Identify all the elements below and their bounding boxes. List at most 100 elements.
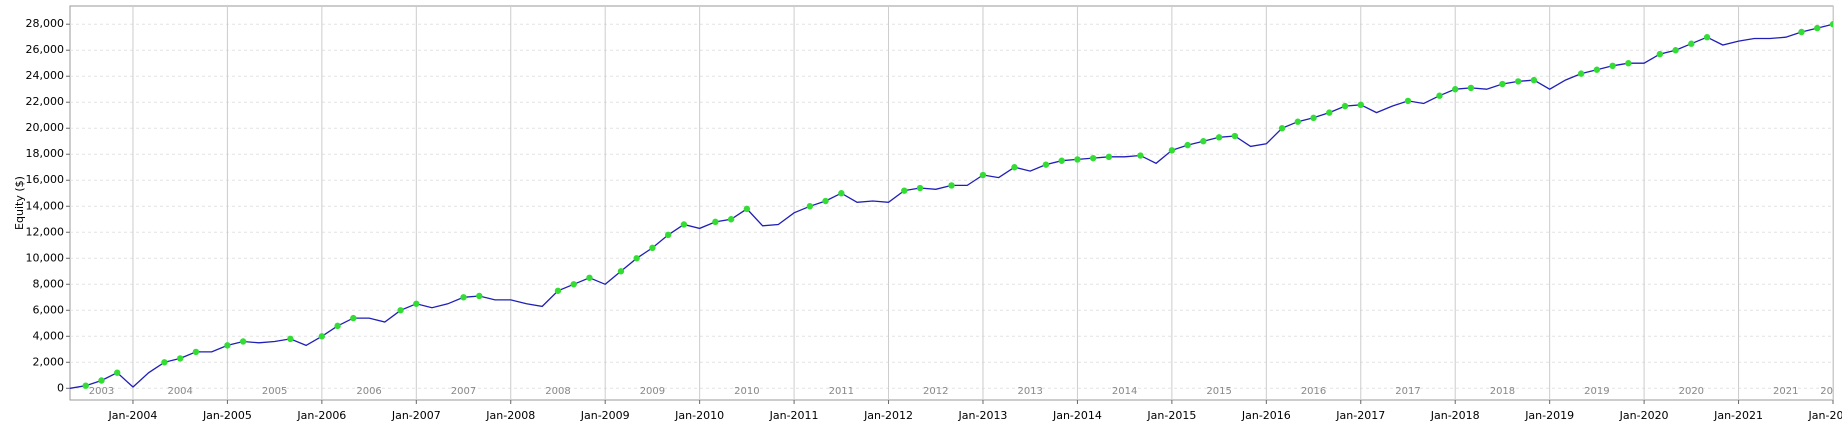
new-high-marker [1105,153,1113,161]
new-high-marker [1656,50,1664,58]
x-tick-label: Jan-2007 [391,409,441,422]
new-high-marker [743,205,751,213]
new-high-marker [1436,92,1443,99]
new-high-marker [1074,156,1081,163]
new-high-marker [1184,141,1191,149]
new-high-marker [1530,76,1538,84]
new-high-marker [979,171,987,179]
new-high-marker [1310,114,1317,122]
new-high-marker [1593,66,1601,73]
new-high-marker [1404,97,1412,105]
y-tick-label: 24,000 [26,69,65,82]
new-high-marker [1577,70,1585,77]
year-label: 2003 [89,386,114,397]
new-high-marker [1137,152,1144,159]
y-tick-label: 0 [57,381,64,394]
x-tick-label: Jan-2009 [580,409,630,422]
x-tick-label: Jan-2018 [1430,409,1480,422]
new-high-marker [1058,157,1065,164]
year-label: 2011 [829,386,854,397]
x-tick-label: Jan-2013 [958,409,1008,422]
y-tick-label: 10,000 [26,251,65,264]
year-label: 2004 [167,386,192,397]
new-high-marker [176,355,184,362]
new-high-marker [1829,21,1833,28]
new-high-marker [1231,132,1239,140]
y-tick-label: 4,000 [33,329,65,342]
year-label: 2021 [1773,386,1798,397]
y-axis-title: Equity ($) [13,176,26,230]
new-high-marker [161,359,168,366]
new-high-marker [224,342,231,349]
new-high-marker [1452,86,1459,93]
year-label: 2007 [451,386,476,397]
new-high-marker [554,287,562,294]
new-high-marker [1798,28,1805,36]
year-label: 2015 [1206,386,1231,397]
plot-area [69,5,1834,401]
y-tick-label: 12,000 [26,225,65,238]
y-tick-label: 14,000 [26,199,65,212]
x-tick-label: Jan-2010 [674,409,724,422]
year-label: 2008 [545,386,570,397]
year-label: 2005 [262,386,287,397]
new-high-marker [476,292,483,300]
year-label: 2013 [1017,386,1042,397]
x-tick-label: Jan-2011 [769,409,819,422]
year-label: 2018 [1490,386,1515,397]
new-high-marker [1278,125,1286,132]
year-label: 2012 [923,386,948,397]
y-tick-label: 16,000 [26,173,65,186]
year-label: 2010 [734,386,759,397]
new-high-marker [1625,60,1632,67]
new-high-marker [1200,138,1207,145]
new-high-marker [1215,134,1223,141]
new-high-marker [586,274,593,281]
new-high-marker [239,338,247,345]
year-label: 2020 [1679,386,1704,397]
x-tick-label: Jan-2005 [202,409,252,422]
x-tick-label: Jan-2008 [485,409,535,422]
new-high-marker [1089,154,1097,162]
y-tick-label: 22,000 [26,95,65,108]
new-high-marker [727,216,735,223]
year-label: 2019 [1584,386,1609,397]
y-tick-label: 28,000 [26,17,65,30]
x-tick-label: Jan-2015 [1146,409,1196,422]
new-high-marker [1703,34,1711,41]
new-high-marker [1341,102,1349,110]
y-tick-label: 18,000 [26,147,65,160]
new-high-marker [1609,62,1616,70]
new-high-marker [318,333,326,340]
year-label: 2022 [1820,386,1842,397]
y-tick-label: 8,000 [33,277,65,290]
new-high-marker [397,307,404,314]
new-high-marker [664,231,672,239]
year-label: 2006 [356,386,381,397]
x-tick-label: Jan-2016 [1241,409,1291,422]
x-tick-label: Jan-2022 [1808,409,1842,422]
new-high-marker [1688,40,1695,47]
year-label: 2014 [1112,386,1137,397]
new-high-marker [1814,24,1821,32]
new-high-marker [1042,161,1050,168]
new-high-marker [1499,80,1506,88]
new-high-marker [350,314,357,322]
y-tick-label: 26,000 [26,43,65,56]
new-high-marker [460,294,467,301]
new-high-marker [916,184,924,192]
new-high-marker [822,197,829,205]
year-label: 2009 [640,386,665,397]
x-tick-label: Jan-2017 [1335,409,1385,422]
y-tick-label: 2,000 [33,355,65,368]
new-high-marker [114,369,121,376]
new-high-marker [570,281,577,288]
new-high-marker [1294,118,1302,125]
new-high-marker [1168,147,1176,154]
new-high-marker [680,221,688,228]
new-high-marker [287,335,294,343]
x-tick-label: Jan-2014 [1052,409,1102,422]
new-high-marker [806,203,814,210]
new-high-marker [98,377,105,384]
